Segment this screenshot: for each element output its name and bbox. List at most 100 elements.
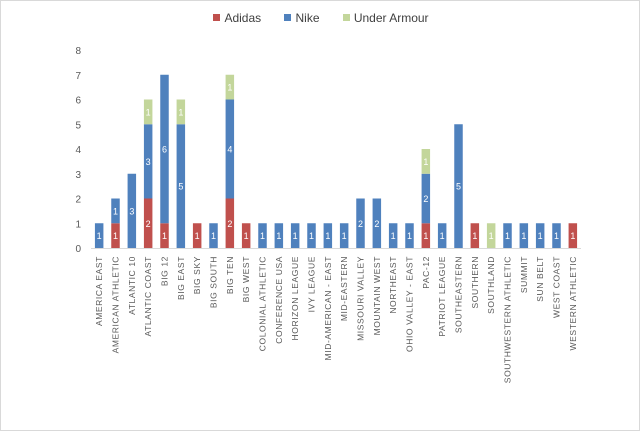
- legend-item-nike: Nike: [284, 11, 320, 25]
- category-label: BIG SOUTH: [209, 256, 219, 308]
- bar-segment: [160, 74, 169, 224]
- category-label: AMERICAN ATHLETIC: [111, 256, 121, 353]
- data-label: 1: [162, 231, 167, 241]
- data-label: 1: [244, 231, 249, 241]
- legend-label-under-armour: Under Armour: [353, 11, 429, 25]
- category-label: CONFERENCE USA: [274, 256, 284, 344]
- bar-segment: [421, 149, 431, 174]
- bar-segment: [225, 74, 235, 100]
- bar-segment: [568, 223, 578, 248]
- bar-segment: [241, 223, 251, 248]
- data-label: 1: [211, 231, 216, 241]
- bar-segment: [552, 223, 561, 248]
- category-label: PAC-12: [421, 256, 431, 289]
- category-label: BIG EAST: [176, 256, 186, 300]
- data-label: 3: [129, 206, 134, 216]
- category-label: MISSOURI VALLEY: [356, 256, 366, 341]
- y-tick-label: 7: [75, 71, 81, 82]
- category-label: BIG WEST: [241, 256, 251, 302]
- data-label: 3: [146, 157, 151, 167]
- category-label: MID-EASTERN: [339, 256, 349, 321]
- bar-segment: [209, 223, 218, 248]
- legend-swatch-adidas: [213, 14, 221, 22]
- bar-segment: [111, 223, 120, 248]
- data-label: 2: [358, 219, 363, 229]
- data-label: 1: [554, 231, 559, 241]
- bar-segment: [503, 223, 512, 248]
- y-tick-label: 0: [75, 244, 81, 255]
- data-label: 1: [423, 231, 428, 241]
- bar-segment: [176, 124, 186, 248]
- category-label: HORIZON LEAGUE: [290, 256, 300, 340]
- legend-label-adidas: Adidas: [224, 11, 262, 25]
- category-label: ATLANTIC COAST: [143, 256, 153, 337]
- data-label: 1: [260, 231, 265, 241]
- category-label: ATLANTIC 10: [127, 256, 137, 315]
- bar-segment: [339, 223, 349, 248]
- bar-segment: [94, 223, 104, 248]
- bar-segment: [405, 223, 414, 248]
- legend-item-under-armour: Under Armour: [342, 11, 429, 25]
- category-label: COLONIAL ATHLETIC: [258, 256, 268, 351]
- category-label: AMERICA EAST: [94, 256, 104, 326]
- data-label: 1: [521, 231, 526, 241]
- data-label: 2: [423, 194, 428, 204]
- y-tick-label: 8: [75, 46, 81, 57]
- bar-segment: [486, 223, 496, 248]
- bar-segment: [307, 223, 316, 248]
- bar-segment: [143, 198, 153, 248]
- data-label: 1: [407, 231, 412, 241]
- bar-segment: [225, 99, 235, 199]
- data-label: 1: [293, 231, 298, 241]
- category-label: SOUTHEASTERN: [454, 256, 464, 333]
- data-label: 1: [113, 206, 118, 216]
- bar-segment: [143, 124, 153, 199]
- category-label: NORTHEAST: [388, 256, 398, 314]
- data-label: 1: [178, 107, 183, 117]
- bar-segment: [535, 223, 545, 248]
- category-label: OHIO VALLEY - EAST: [405, 256, 415, 352]
- bar-segment: [225, 198, 235, 248]
- data-label: 2: [374, 219, 379, 229]
- data-label: 1: [342, 231, 347, 241]
- bar-segment: [454, 124, 463, 248]
- category-label: IVY LEAGUE: [307, 256, 317, 312]
- data-label: 1: [538, 231, 543, 241]
- data-label: 1: [423, 157, 428, 167]
- y-tick-label: 2: [75, 195, 81, 206]
- y-tick-label: 3: [75, 170, 81, 181]
- data-label: 1: [195, 231, 200, 241]
- data-label: 1: [505, 231, 510, 241]
- data-label: 1: [489, 231, 494, 241]
- bar-segment: [388, 223, 398, 248]
- data-label: 1: [440, 231, 445, 241]
- legend-item-adidas: Adidas: [213, 11, 261, 25]
- bar-segment: [143, 99, 153, 125]
- y-tick-label: 1: [75, 219, 81, 230]
- category-label: SOUTHWESTERN ATHLETIC: [503, 256, 513, 383]
- category-label: BIG SKY: [192, 256, 202, 294]
- data-label: 2: [227, 219, 232, 229]
- bar-segment: [421, 173, 431, 224]
- data-label: 1: [325, 231, 330, 241]
- legend: Adidas Nike Under Armour: [1, 11, 640, 25]
- category-label: BIG TEN: [225, 256, 235, 294]
- bar-segment: [127, 173, 137, 248]
- data-label: 1: [391, 231, 396, 241]
- category-label: WESTERN ATHLETIC: [568, 256, 578, 350]
- y-tick-label: 5: [75, 120, 81, 131]
- data-label: 1: [97, 231, 102, 241]
- data-label: 1: [472, 231, 477, 241]
- y-tick-label: 4: [75, 145, 81, 156]
- category-label: SUN BELT: [535, 256, 545, 302]
- bar-segment: [290, 223, 300, 248]
- bar-segment: [176, 99, 186, 125]
- bar-segment: [470, 223, 480, 248]
- data-label: 5: [178, 182, 183, 192]
- legend-swatch-under-armour: [342, 14, 350, 22]
- data-label: 1: [309, 231, 314, 241]
- data-label: 1: [113, 231, 118, 241]
- data-label: 6: [162, 145, 167, 155]
- bar-segment: [437, 223, 447, 248]
